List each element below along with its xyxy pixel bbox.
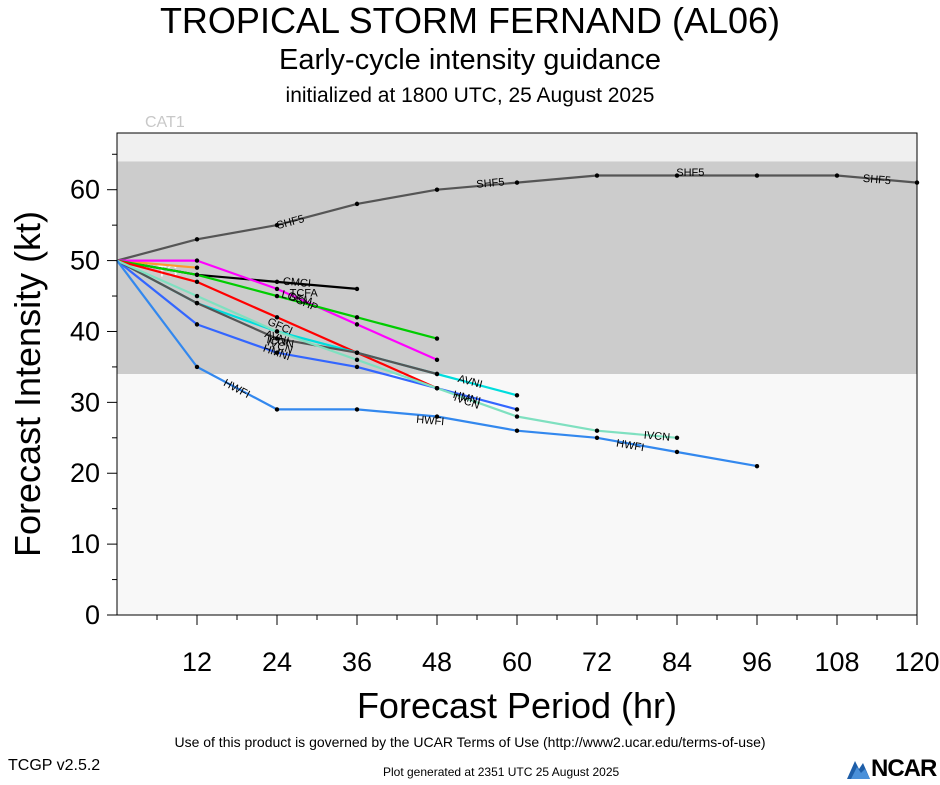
data-point-shf5	[514, 180, 520, 185]
version-label: TCGP v2.5.2	[8, 757, 101, 774]
data-point-lgem	[194, 272, 200, 277]
x-tick-label: 108	[814, 647, 859, 677]
data-point-hwfi	[274, 407, 280, 412]
series-label-shf5: SHF5	[476, 176, 505, 190]
data-point-icon	[354, 350, 360, 355]
data-point-ivcn	[674, 435, 680, 440]
data-point-hwfi	[674, 449, 680, 455]
band-cat1	[117, 133, 917, 162]
y-tick-label: 60	[70, 175, 100, 205]
x-axis: 12 24 36 48 60 72 84 96 108 120	[156, 615, 940, 677]
data-point-hmni	[274, 350, 280, 355]
data-point-hwfi	[434, 414, 440, 419]
y-axis-label: Forecast Intensity (kt)	[7, 211, 48, 557]
band-ts	[117, 161, 917, 374]
data-point-hwfi	[194, 364, 200, 370]
data-point-shf5	[834, 173, 840, 178]
terms-of-use-notice: Use of this product is governed by the U…	[174, 734, 766, 750]
data-point-ivcn	[434, 385, 440, 391]
data-point-gfci	[274, 315, 280, 320]
data-point-hmni	[354, 364, 360, 370]
ncar-logo-text: NCAR	[871, 755, 937, 782]
band-label-cat1: CAT1	[145, 114, 185, 131]
x-tick-label: 96	[742, 647, 772, 677]
data-point-ivcn	[354, 357, 360, 363]
data-point-dshp	[194, 258, 200, 263]
chart-subtitle: Early-cycle intensity guidance	[278, 44, 661, 76]
data-point-lgem	[274, 293, 280, 299]
x-tick-label: 36	[342, 647, 372, 677]
data-point-lgem	[354, 315, 360, 320]
data-point-shf5	[274, 222, 280, 228]
data-point-hmni	[194, 322, 200, 327]
data-point-hwfi	[594, 435, 600, 440]
series-label-ivcn: IVCN	[643, 430, 670, 444]
data-point-shf5	[434, 187, 440, 192]
y-tick-label: 50	[70, 246, 100, 276]
series-label-icon: ICON	[266, 334, 295, 351]
data-point-shf5	[194, 237, 200, 242]
data-point-avni	[514, 393, 520, 398]
ncar-logo: NCAR	[845, 755, 940, 782]
x-tick-label: 60	[502, 647, 532, 677]
series-line-hmni	[116, 259, 518, 411]
series-label-shf5: SHF5	[862, 173, 891, 187]
y-tick-label: 20	[70, 458, 100, 488]
data-point-ivcn	[274, 329, 280, 334]
data-point-shf5	[354, 201, 360, 207]
data-point-lgem	[434, 336, 440, 341]
generated-timestamp: Plot generated at 2351 UTC 25 August 202…	[383, 765, 620, 779]
initialization-time: initialized at 1800 UTC, 25 August 2025	[285, 84, 655, 107]
data-point-shf5	[754, 173, 760, 178]
series-line-tcfa	[116, 259, 198, 269]
x-tick-label: 24	[262, 647, 292, 677]
series-label-hwfi: HWFI	[416, 414, 445, 428]
data-point-gfci	[194, 279, 200, 285]
series-label-hwfi: HWFI	[615, 438, 645, 455]
data-point-shf5	[594, 173, 600, 178]
x-axis-label: Forecast Period (hr)	[357, 685, 677, 726]
x-tick-label: 48	[422, 647, 452, 677]
data-point-ivcn	[514, 414, 520, 419]
data-point-cmci	[354, 286, 360, 292]
data-point-dshp	[354, 322, 360, 327]
data-point-icon	[274, 336, 280, 341]
data-point-cmci	[274, 279, 280, 285]
data-point-shf5	[674, 173, 680, 178]
x-tick-label: 72	[582, 647, 612, 677]
series-label-tcfa: TCFA	[290, 287, 319, 299]
series-label-shf5: SHF5	[676, 167, 704, 179]
data-point-ivcn	[194, 293, 200, 299]
data-point-hwfi	[514, 428, 520, 433]
x-tick-label: 84	[662, 647, 692, 677]
chart-title: TROPICAL STORM FERNAND (AL06)	[159, 0, 781, 41]
x-tick-label: 120	[894, 647, 939, 677]
ncar-logo-icon	[847, 761, 870, 779]
series-points	[194, 173, 920, 469]
y-tick-label: 10	[70, 529, 100, 559]
data-point-icon	[194, 300, 200, 306]
y-axis: 0 10 20 30 40 50 60	[70, 153, 117, 630]
series-line-ivcn	[116, 259, 678, 439]
x-tick-label: 12	[182, 647, 212, 677]
data-point-hwfi	[754, 463, 760, 469]
y-tick-label: 0	[85, 600, 100, 630]
data-point-dshp	[274, 286, 280, 292]
data-point-hmni	[514, 407, 520, 412]
y-tick-label: 30	[70, 387, 100, 417]
data-point-dshp	[434, 357, 440, 363]
data-point-icon	[434, 371, 440, 377]
data-point-ivcn	[594, 428, 600, 433]
data-point-hwfi	[354, 407, 360, 412]
series-label-cmci: CMCI	[282, 276, 311, 290]
data-point-tcfa	[194, 265, 200, 270]
y-tick-label: 40	[70, 316, 100, 346]
